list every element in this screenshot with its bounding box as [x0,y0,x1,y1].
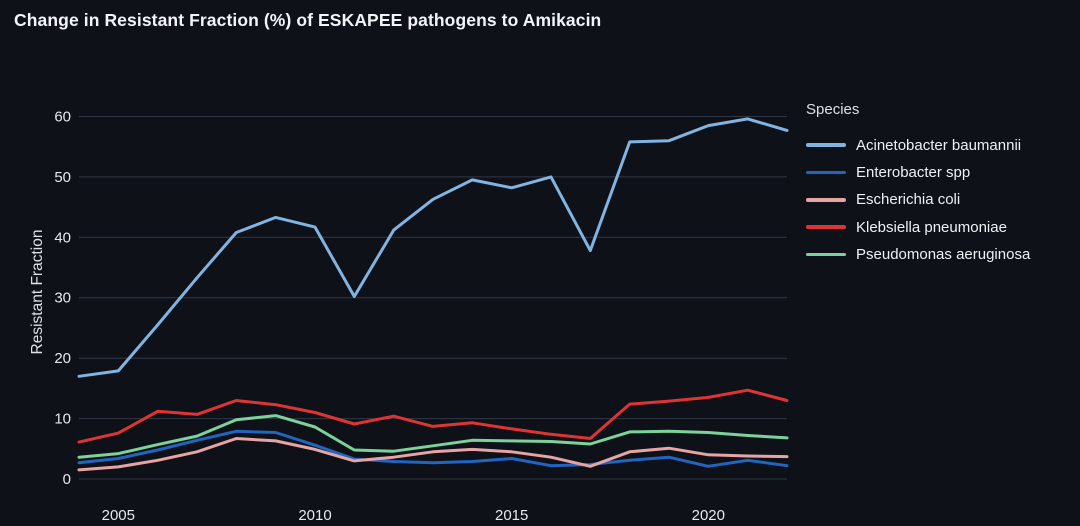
legend-label: Escherichia coli [856,191,961,209]
legend-entries: Acinetobacter baumannii Enterobacter spp E… [806,136,1030,264]
legend-entry-pseudomonas-aeruginosa: Pseudomonas aeruginosa [806,246,1030,264]
x-tick-label-2015: 2015 [495,507,528,524]
legend-title: Species [806,101,860,118]
y-tick-label-20: 20 [54,350,71,367]
legend-swatch-pseudomonas-aeruginosa [806,252,846,257]
line-escherichia-coli [77,437,789,472]
line-klebsiella-pneumoniae [77,388,789,444]
legend-swatch-acinetobacter-baumannii [806,143,846,147]
legend-swatch-klebsiella-pneumoniae [806,225,846,229]
chart-title: Change in Resistant Fraction (%) of ESKA… [14,10,602,30]
legend: Species Acinetobacter baumannii Enterobac… [806,100,1030,273]
y-tick-label-50: 50 [54,169,71,186]
y-tick-label-40: 40 [54,229,71,246]
legend-entry-escherichia-coli: Escherichia coli [806,191,1030,209]
legend-swatch-escherichia-coli [806,198,846,202]
x-tick-label-2010: 2010 [298,507,331,524]
legend-swatch-enterobacter-spp [806,170,846,175]
y-tick-label-10: 10 [54,411,71,428]
legend-label: Klebsiella pneumoniae [856,218,1007,236]
legend-entry-klebsiella-pneumoniae: Klebsiella pneumoniae [806,218,1030,236]
x-tick-label-2020: 2020 [692,507,725,524]
line-enterobacter-spp [77,429,789,468]
line-pseudomonas-aeruginosa [77,414,789,459]
legend-entry-enterobacter-spp: Enterobacter spp [806,163,1030,181]
legend-entry-acinetobacter-baumannii: Acinetobacter baumannii [806,136,1030,154]
y-tick-label-60: 60 [54,109,71,126]
legend-label: Acinetobacter baumannii [856,136,1022,154]
legend-label: Enterobacter spp [856,163,971,181]
y-tick-label-30: 30 [54,290,71,307]
x-tick-label-2005: 2005 [102,507,135,524]
line-acinetobacter-baumannii [77,117,789,378]
y-tick-label-0: 0 [63,471,71,488]
legend-label: Pseudomonas aeruginosa [856,246,1031,264]
